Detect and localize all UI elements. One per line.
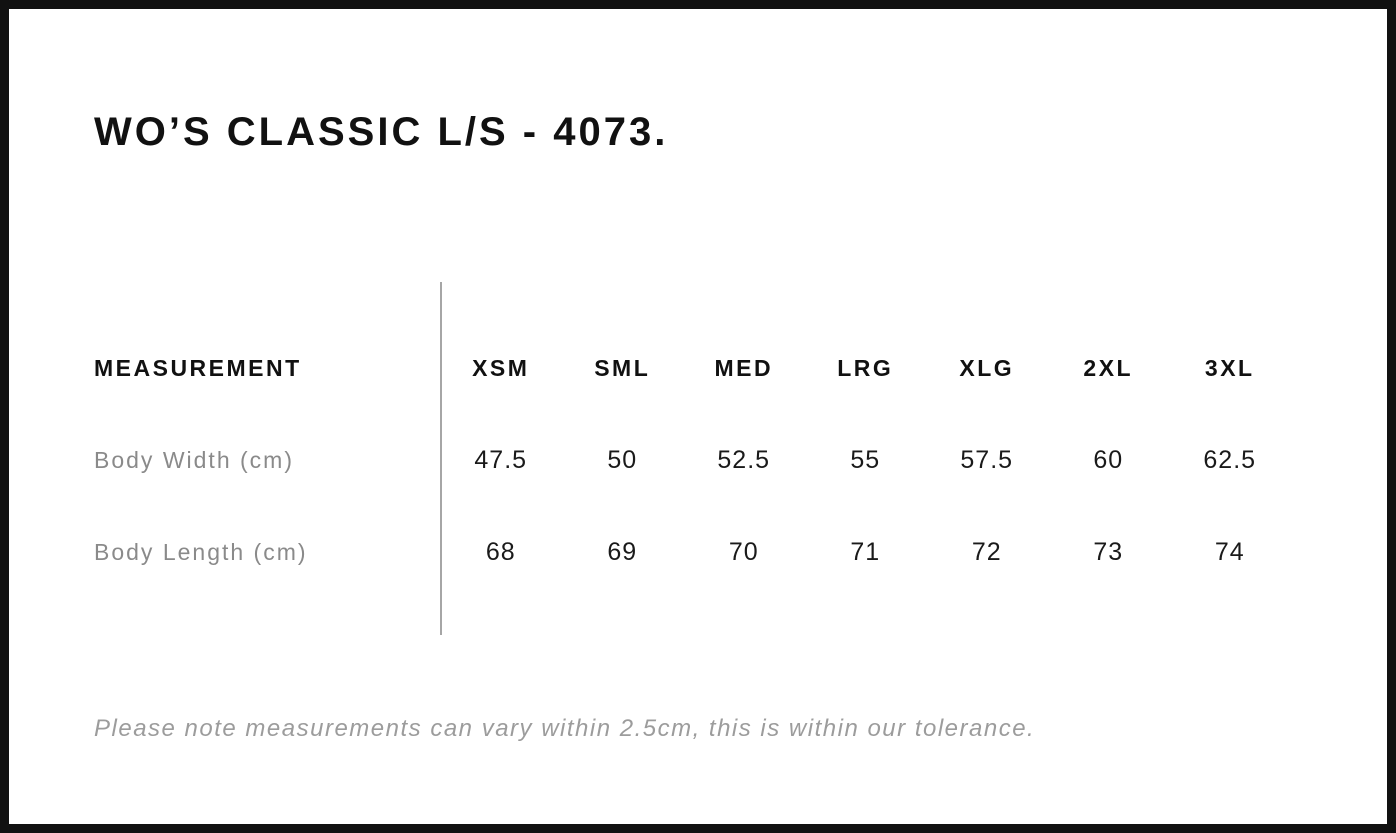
body-length-lrg-value: 71	[850, 537, 881, 566]
column-header-xlg: XLG	[959, 354, 1015, 381]
body-width-sml-value: 50	[607, 445, 638, 474]
tolerance-note: Please note measurements can vary within…	[94, 715, 1036, 742]
table-header-row: MEASUREMENT XSM SML MED LRG XLG 2XL 3XL	[94, 322, 1344, 414]
row-label-body-width: Body Width (cm)	[94, 446, 294, 473]
body-length-3xl-value: 74	[1214, 537, 1245, 566]
column-header-2xl: 2XL	[1083, 354, 1134, 381]
body-length-xlg-value: 72	[971, 537, 1002, 566]
body-width-2xl-value: 60	[1093, 445, 1124, 474]
column-header-xsm: XSM	[472, 354, 530, 381]
body-length-xsm-value: 68	[485, 537, 516, 566]
page-title: WO’S CLASSIC L/S - 4073.	[94, 110, 669, 154]
column-divider-line	[440, 282, 442, 635]
body-width-med-value: 52.5	[717, 445, 771, 474]
body-length-med-value: 70	[728, 537, 759, 566]
body-width-lrg-value: 55	[850, 445, 881, 474]
column-header-sml: SML	[594, 354, 651, 381]
body-length-sml-value: 69	[607, 537, 638, 566]
column-header-measurement: MEASUREMENT	[94, 354, 302, 381]
size-chart-table: MEASUREMENT XSM SML MED LRG XLG 2XL 3XL …	[94, 282, 1344, 635]
column-header-med: MED	[714, 354, 774, 381]
table-row-body-width: Body Width (cm) 47.5 50 52.5 55 57.5 60 …	[94, 414, 1344, 506]
column-header-lrg: LRG	[837, 354, 894, 381]
body-width-3xl-value: 62.5	[1203, 445, 1257, 474]
table-row-body-length: Body Length (cm) 68 69 70 71 72 73 74	[94, 506, 1344, 598]
column-header-3xl: 3XL	[1204, 354, 1255, 381]
row-label-body-length: Body Length (cm)	[94, 538, 308, 565]
body-length-2xl-value: 73	[1093, 537, 1124, 566]
body-width-xlg-value: 57.5	[960, 445, 1014, 474]
body-width-xsm-value: 47.5	[474, 445, 528, 474]
